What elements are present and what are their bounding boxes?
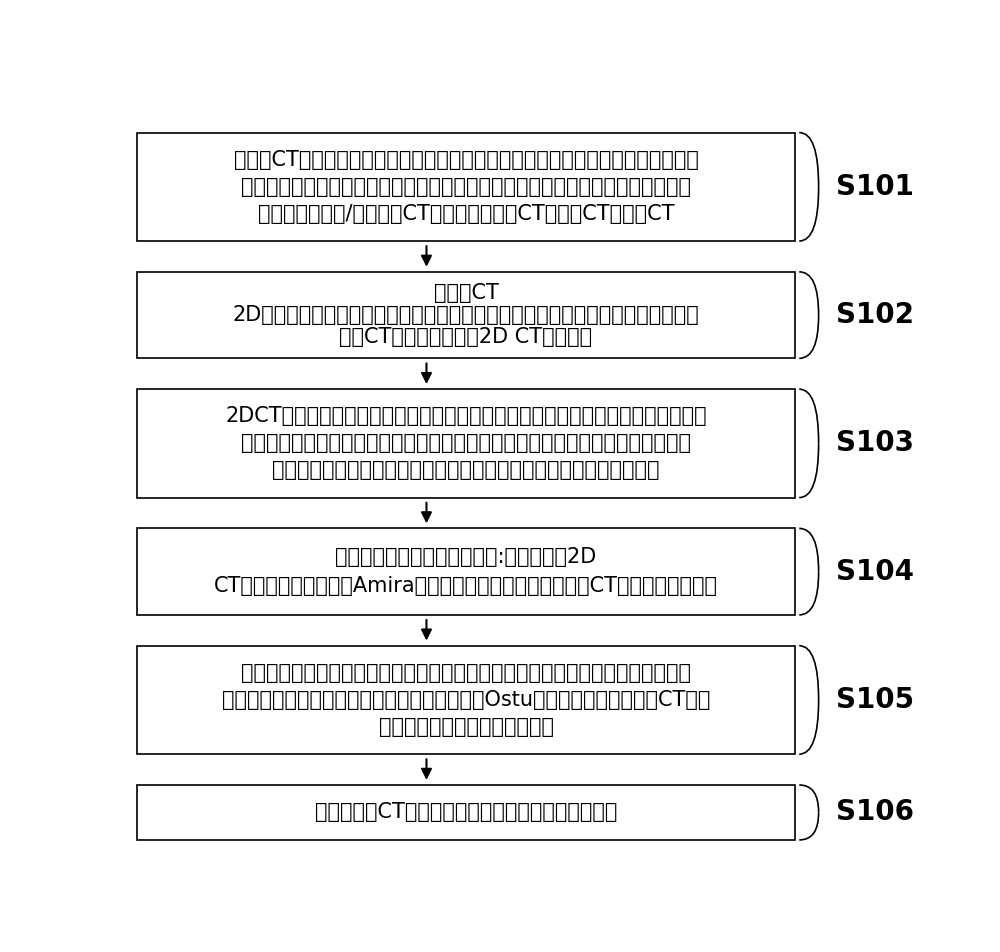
Text: 建立火山岩CT图像的三维重构模型，并进行三维显示: 建立火山岩CT图像的三维重构模型，并进行三维显示 bbox=[315, 803, 617, 823]
Text: 火山岩CT选样：综合考虑能反映各种火山岩岩石特征，选择具有代表性的岩样，从: 火山岩CT选样：综合考虑能反映各种火山岩岩石特征，选择具有代表性的岩样，从 bbox=[234, 149, 698, 169]
Text: 叠加图像形成三维数据体；以:预处理过的2D: 叠加图像形成三维数据体；以:预处理过的2D bbox=[335, 547, 597, 567]
Text: 喷溢相、爆发相、浸入相、火山通道相和火山沉积相五种岩相中，选出与油气分布: 喷溢相、爆发相、浸入相、火山通道相和火山沉积相五种岩相中，选出与油气分布 bbox=[241, 177, 691, 197]
Bar bbox=[137, 132, 795, 241]
Text: 三维重构体二值化阀值方法的改进及确立；综合学习了解阀值分割方法、边缘分割: 三维重构体二值化阀值方法的改进及确立；综合学习了解阀值分割方法、边缘分割 bbox=[241, 663, 691, 683]
Text: 方法和区域分割方法，进行改进提升，重新修订Ostu法，建立了适合火山岩CT图像: 方法和区域分割方法，进行改进提升，重新修订Ostu法，建立了适合火山岩CT图像 bbox=[222, 690, 710, 710]
Text: 2D图像的采集，主要针对三个方向进行，按完全投影数据方式进行图像序列采集，: 2D图像的采集，主要针对三个方向进行，按完全投影数据方式进行图像序列采集， bbox=[233, 305, 699, 325]
Text: 差作为两种方法的衔接纽带，既消除了噪声的影响又增强了图像的边缘: 差作为两种方法的衔接纽带，既消除了噪声的影响又增强了图像的边缘 bbox=[272, 461, 660, 481]
Bar bbox=[137, 272, 795, 358]
Text: 关系较大的岩相/岩性，做CT扫描实验，工业CT、微米CT或纳米CT: 关系较大的岩相/岩性，做CT扫描实验，工业CT、微米CT或纳米CT bbox=[258, 204, 674, 224]
Text: 获得CT三维重构的一手2D CT图像资料: 获得CT三维重构的一手2D CT图像资料 bbox=[339, 327, 593, 347]
Text: 效地去掉图像中的噪声、突出图像中边缘或感兴趣的区域，引进了邻域内像素的方: 效地去掉图像中的噪声、突出图像中边缘或感兴趣的区域，引进了邻域内像素的方 bbox=[241, 433, 691, 453]
Text: 火山岩CT: 火山岩CT bbox=[434, 284, 498, 304]
Text: S102: S102 bbox=[836, 301, 914, 329]
Text: S104: S104 bbox=[836, 558, 914, 585]
Text: S106: S106 bbox=[836, 799, 914, 826]
Text: 三维重构的二值化阀值分割方法: 三维重构的二值化阀值分割方法 bbox=[378, 717, 554, 737]
Text: S103: S103 bbox=[836, 429, 914, 457]
Text: 2DCT图像数据的预处理，将较差的原始图像变的清晰、信息量丰富的可用图像，有: 2DCT图像数据的预处理，将较差的原始图像变的清晰、信息量丰富的可用图像，有 bbox=[225, 407, 707, 426]
Bar bbox=[137, 528, 795, 615]
Text: S105: S105 bbox=[836, 686, 915, 714]
Bar bbox=[137, 785, 795, 840]
Text: S101: S101 bbox=[836, 173, 914, 201]
Bar bbox=[137, 389, 795, 498]
Bar bbox=[137, 645, 795, 754]
Text: CT图像为支撑点，利用Amira软件建立三维数据体，为火山岩CT三维重构奠定基础: CT图像为支撑点，利用Amira软件建立三维数据体，为火山岩CT三维重构奠定基础 bbox=[214, 576, 718, 596]
